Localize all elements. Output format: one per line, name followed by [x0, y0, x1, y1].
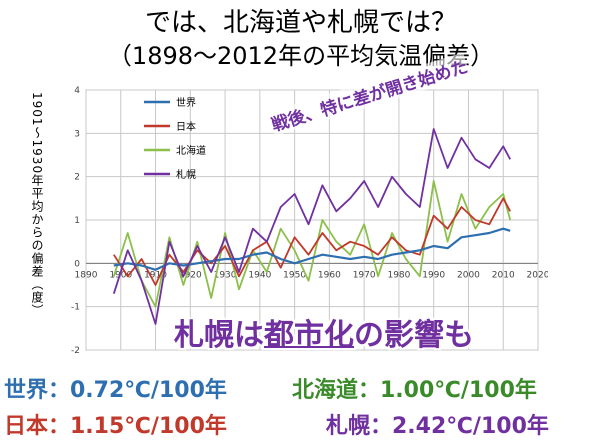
stat-hokkaido-trend: 北海道：1.00℃/100年 [292, 378, 537, 403]
y-axis-label: 1901～1930年平均からの偏差（度） [30, 92, 44, 318]
temperature-anomaly-chart: -2 -1 0 1 2 3 4 1890 1900 1910 1920 1930 1940 1950 196… [71, 86, 548, 356]
x-tick-label: 2000 [457, 270, 480, 280]
x-tick-label: 1890 [75, 270, 98, 280]
x-tick-label: 2010 [492, 270, 515, 280]
y-tick-label: 2 [74, 173, 80, 183]
x-tick-label: 1920 [179, 270, 202, 280]
y-tick-label: 1 [74, 216, 80, 226]
axis-layer: -2 -1 0 1 2 3 4 1890 1900 1910 1920 1930 1940 1950 196… [71, 86, 548, 356]
legend-label-world: 世界 [176, 97, 196, 109]
y-tick-label: 0 [74, 259, 80, 269]
legend-label-hokkaido: 北海道 [176, 144, 206, 157]
page-subtitle: （1898～2012年の平均気温偏差） [107, 42, 495, 70]
x-tick-label: 1940 [248, 270, 271, 280]
x-tick-label: 1960 [318, 270, 341, 280]
stat-sapporo-trend: 札幌：2.42℃/100年 [326, 414, 549, 439]
x-tick-label: 1980 [387, 270, 410, 280]
x-tick-label: 1900 [109, 270, 132, 280]
x-tick-label: 1910 [144, 270, 167, 280]
x-tick-label: 1930 [214, 270, 237, 280]
legend-label-japan: 日本 [176, 120, 196, 133]
callout-urban-part1: 札幌は [174, 318, 264, 353]
x-tick-label: 1950 [283, 270, 306, 280]
legend-label-sapporo: 札幌 [176, 168, 196, 181]
callout-urban-part3: の影響も [354, 318, 474, 353]
stat-japan-trend: 日本：1.15℃/100年 [4, 414, 227, 439]
series-line-world [113, 227, 511, 271]
x-tick-label: 1970 [353, 270, 376, 280]
y-tick-label: -2 [71, 346, 80, 356]
grid-layer [85, 89, 539, 351]
y-tick-label: 3 [74, 129, 80, 139]
series-line-hokkaido [112, 180, 512, 308]
x-tick-label: 1990 [422, 270, 445, 280]
x-tick-label: 2020 [527, 270, 548, 280]
y-tick-label: -1 [71, 303, 80, 313]
series-layer [112, 128, 512, 325]
callout-urban-part2: 都市化 [264, 318, 354, 353]
page-title: では、北海道や札幌では？ [144, 8, 457, 38]
callout-urbanization: 札幌は都市化の影響も [174, 310, 474, 354]
series-line-sapporo [112, 128, 511, 325]
stat-world-trend: 世界：0.72℃/100年 [4, 378, 227, 403]
y-tick-label: 4 [74, 86, 80, 96]
